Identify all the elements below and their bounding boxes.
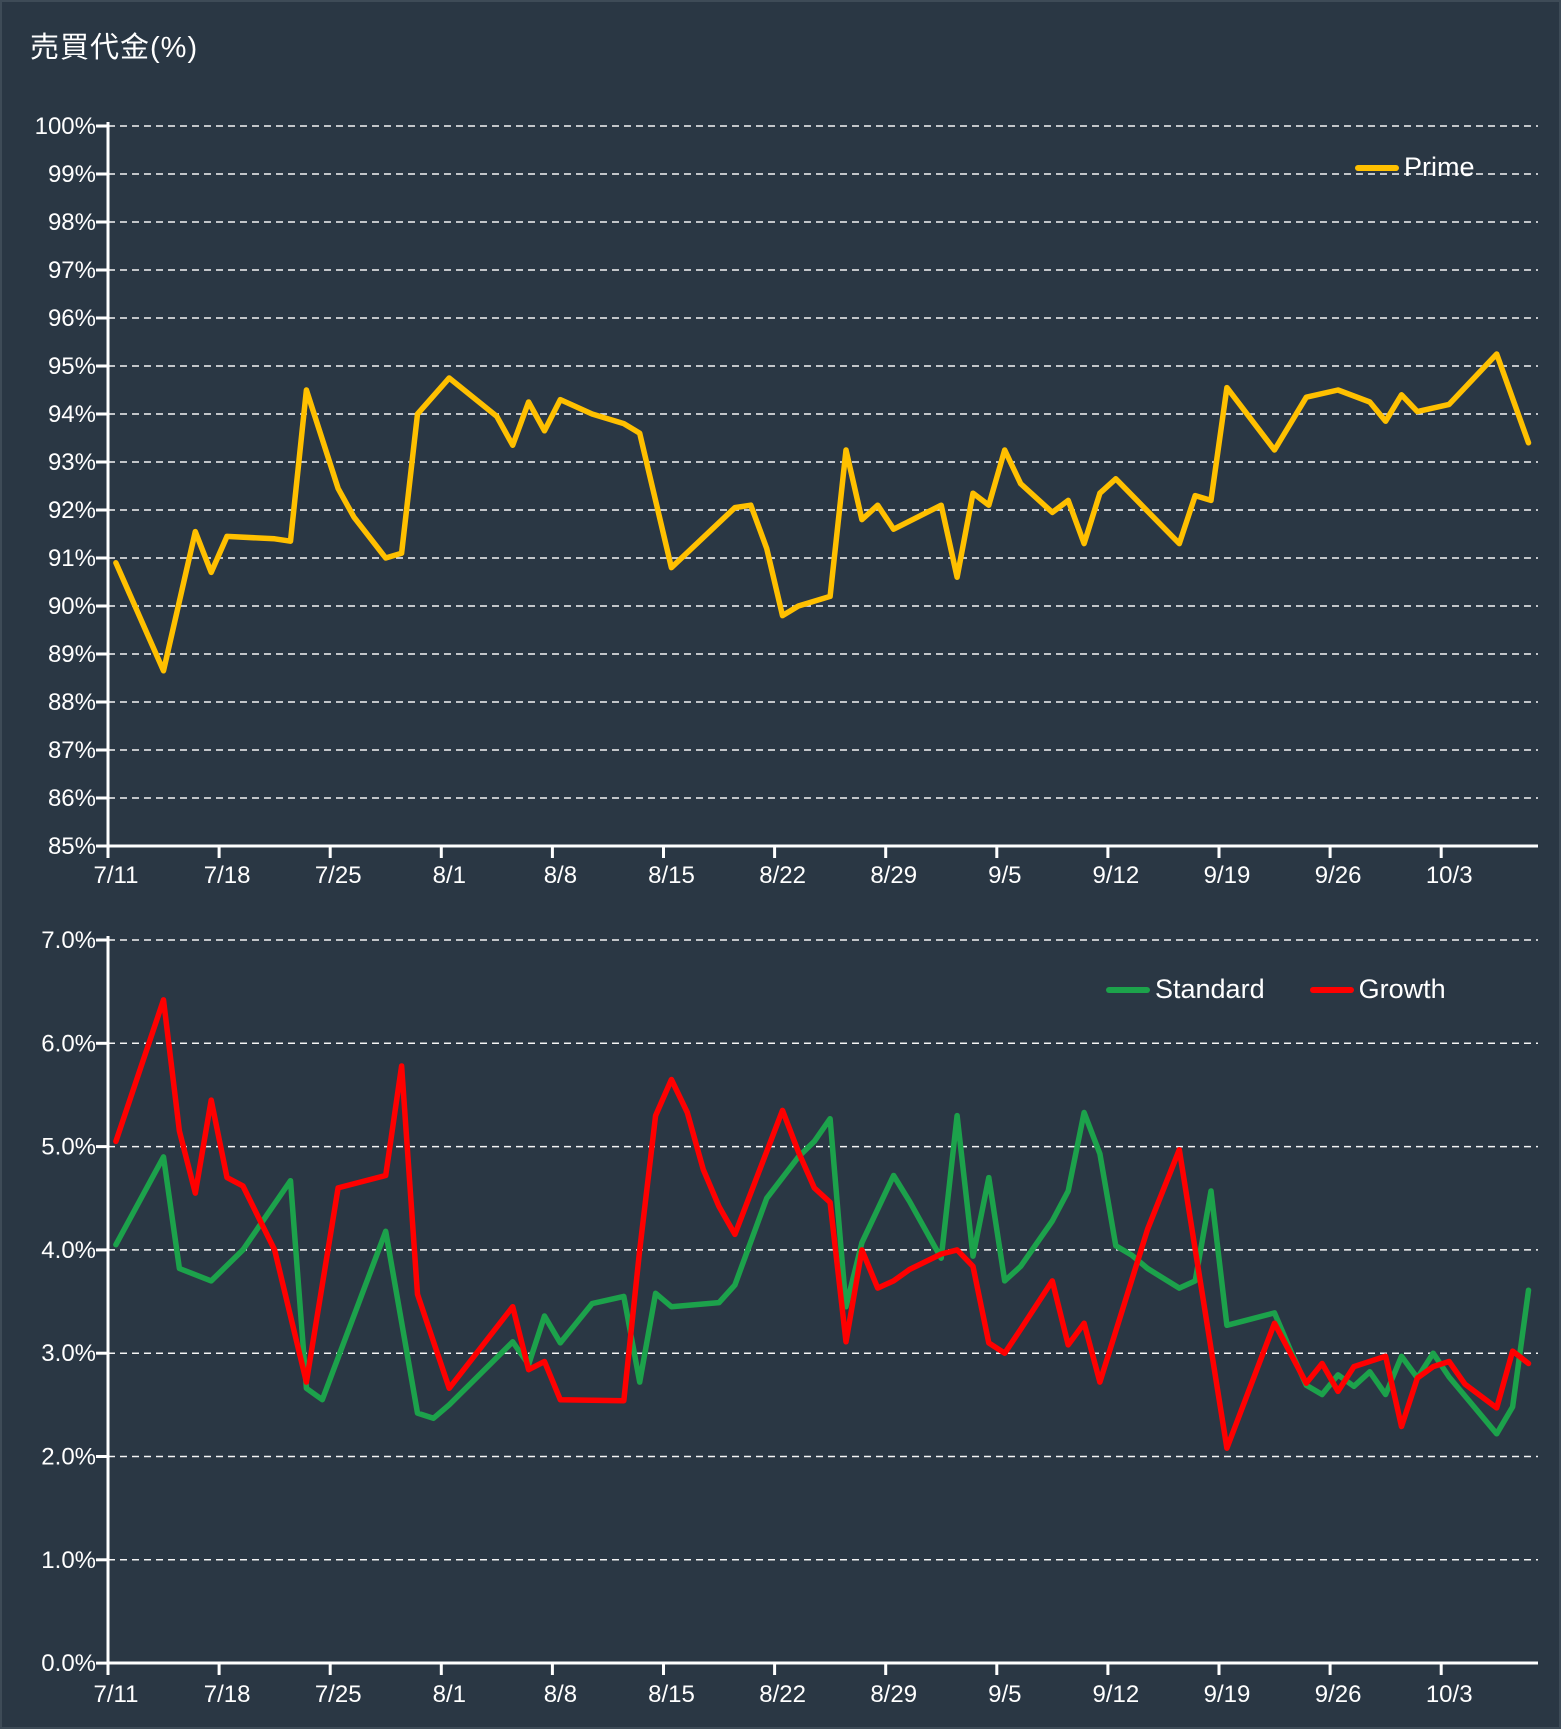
legend-standard-growth: Standard Growth — [1106, 974, 1486, 1005]
x-tick-label: 9/12 — [1093, 1681, 1140, 1708]
y-tick-label: 85% — [48, 833, 96, 860]
y-tick-label: 7.0% — [41, 927, 96, 954]
y-tick-label: 0.0% — [41, 1650, 96, 1677]
y-tick-label: 5.0% — [41, 1134, 96, 1161]
x-tick-label: 8/15 — [648, 1681, 695, 1708]
y-tick-label: 89% — [48, 641, 96, 668]
legend-label-standard: Standard — [1155, 974, 1265, 1004]
x-tick-label: 9/12 — [1093, 862, 1140, 889]
x-tick-label: 8/8 — [544, 862, 577, 889]
x-tick-label: 9/19 — [1204, 862, 1251, 889]
x-tick-label: 7/11 — [94, 1681, 139, 1708]
x-tick-label: 8/22 — [759, 862, 806, 889]
standard-line — [113, 1109, 1532, 1437]
y-tick-label: 100% — [35, 113, 96, 140]
x-tick-label: 9/19 — [1204, 1681, 1251, 1708]
y-tick-label: 1.0% — [41, 1547, 96, 1574]
y-tick-label: 95% — [48, 353, 96, 380]
prime-line — [113, 351, 1532, 674]
y-tick-label: 93% — [48, 449, 96, 476]
y-tick-label: 90% — [48, 593, 96, 620]
legend-entry-prime: Prime — [1355, 152, 1475, 183]
y-tick-label: 2.0% — [41, 1444, 96, 1471]
y-tick-label: 97% — [48, 257, 96, 284]
y-tick-label: 98% — [48, 209, 96, 236]
legend-label-prime: Prime — [1404, 152, 1475, 182]
x-tick-label: 8/15 — [648, 862, 695, 889]
x-tick-label: 8/29 — [870, 862, 917, 889]
x-tick-label: 9/5 — [988, 1681, 1021, 1708]
x-tick-label: 8/1 — [433, 1681, 466, 1708]
y-tick-label: 96% — [48, 305, 96, 332]
x-tick-label: 8/8 — [544, 1681, 577, 1708]
growth-line-swatch-icon — [1309, 986, 1354, 993]
x-tick-label: 7/18 — [204, 862, 251, 889]
legend-entry-standard: Standard — [1106, 974, 1265, 1005]
page-title: 売買代金(%) — [30, 32, 199, 64]
x-tick-label: 8/22 — [759, 1681, 806, 1708]
legend-entry-growth: Growth — [1309, 974, 1446, 1005]
y-tick-label: 6.0% — [41, 1030, 96, 1057]
x-tick-label: 8/29 — [870, 1681, 917, 1708]
x-tick-label: 7/25 — [315, 862, 362, 889]
x-tick-label: 10/3 — [1426, 862, 1473, 889]
y-tick-label: 3.0% — [41, 1340, 96, 1367]
y-tick-label: 88% — [48, 689, 96, 716]
x-tick-label: 9/26 — [1315, 862, 1362, 889]
y-tick-label: 92% — [48, 497, 96, 524]
x-tick-label: 9/26 — [1315, 1681, 1362, 1708]
x-tick-label: 7/11 — [94, 862, 139, 889]
x-tick-label: 7/18 — [204, 1681, 251, 1708]
legend-label-growth: Growth — [1358, 974, 1446, 1004]
x-tick-label: 9/5 — [988, 862, 1021, 889]
y-tick-label: 87% — [48, 737, 96, 764]
standard-line-swatch-icon — [1106, 986, 1150, 993]
y-tick-label: 94% — [48, 401, 96, 428]
x-tick-label: 10/3 — [1426, 1681, 1473, 1708]
prime-line-swatch-icon — [1355, 164, 1399, 171]
y-tick-label: 99% — [48, 161, 96, 188]
growth-line — [113, 997, 1532, 1451]
y-tick-label: 86% — [48, 785, 96, 812]
y-tick-label: 91% — [48, 545, 96, 572]
y-tick-label: 4.0% — [41, 1237, 96, 1264]
x-tick-label: 8/1 — [433, 862, 466, 889]
x-tick-label: 7/25 — [315, 1681, 362, 1708]
legend-prime: Prime — [1355, 152, 1515, 183]
